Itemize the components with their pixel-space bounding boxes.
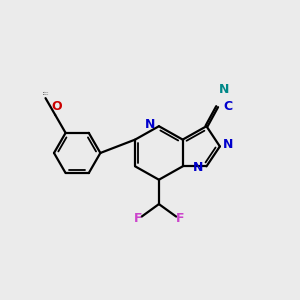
Text: N: N bbox=[218, 83, 229, 96]
Text: N: N bbox=[145, 118, 155, 131]
Text: methoxy: methoxy bbox=[42, 92, 49, 93]
Text: methoxy: methoxy bbox=[42, 93, 49, 94]
Text: C: C bbox=[223, 100, 232, 113]
Text: F: F bbox=[134, 212, 142, 226]
Text: O: O bbox=[51, 100, 62, 113]
Text: F: F bbox=[176, 212, 184, 226]
Text: N: N bbox=[223, 138, 233, 152]
Text: N: N bbox=[193, 161, 203, 174]
